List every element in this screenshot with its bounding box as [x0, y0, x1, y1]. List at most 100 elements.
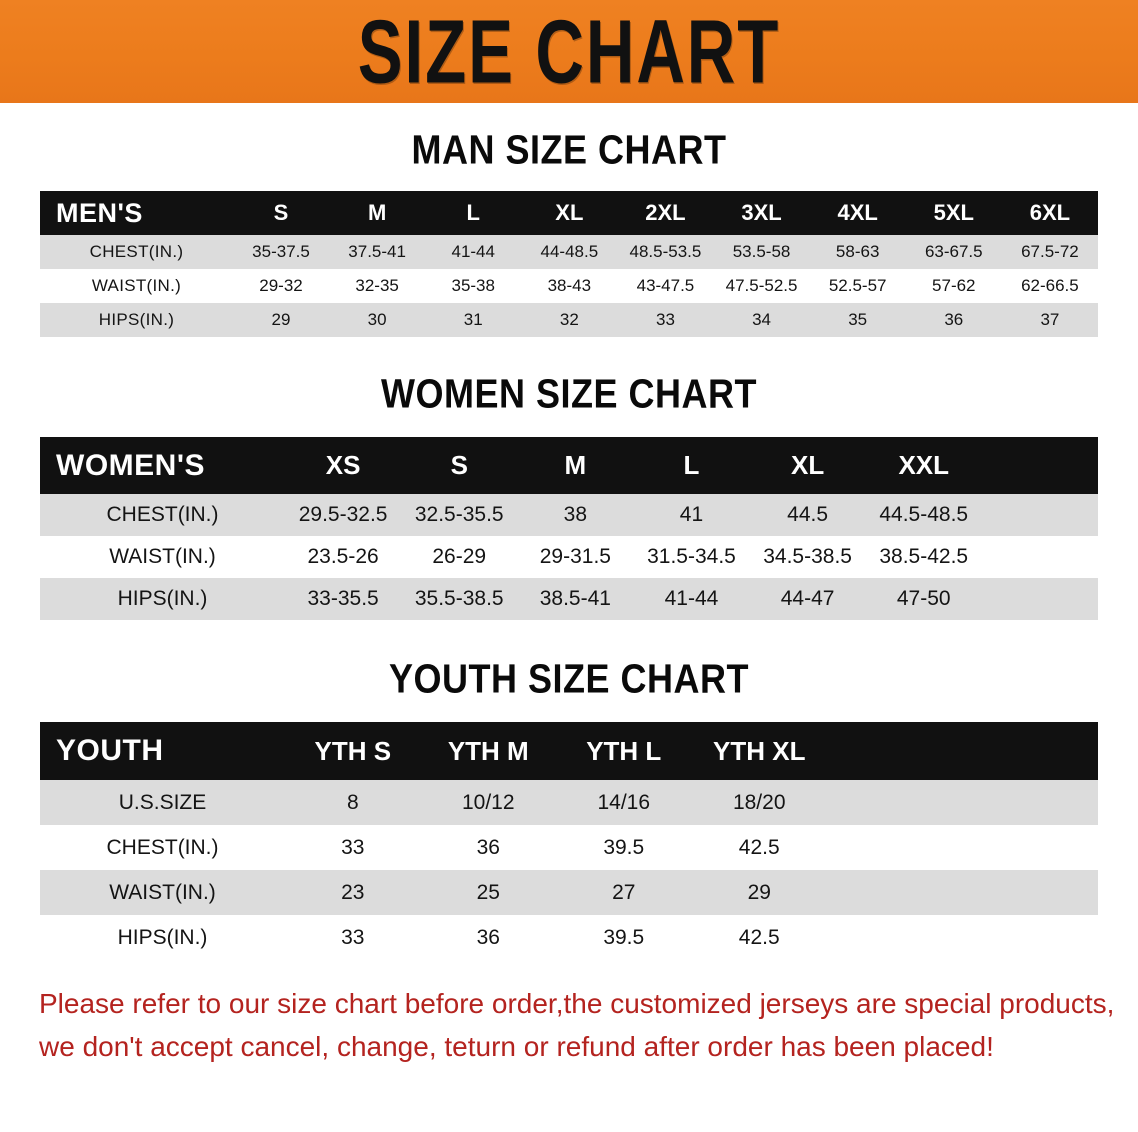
man-cell: 57-62 — [932, 276, 976, 295]
women-size-header: XS — [325, 450, 361, 480]
man-cell: 35 — [848, 310, 868, 329]
youth-size-header: YTH S — [314, 735, 392, 766]
youth-cell: 36 — [476, 835, 500, 859]
women-section-title: WOMEN SIZE CHART — [381, 370, 757, 417]
man-cell: 41-44 — [451, 242, 495, 261]
man-cell: 62-66.5 — [1021, 276, 1079, 295]
man-table-head: MEN'S S M L XL 2XL 3XL 4XL 5XL 6XL — [40, 191, 1098, 235]
man-cell: 53.5-58 — [732, 242, 791, 261]
man-row-label: HIPS(IN.) — [98, 310, 175, 329]
women-cell: 29.5-32.5 — [298, 503, 388, 526]
youth-cell: 25 — [476, 880, 500, 904]
man-table-row: CHEST(IN.) 35-37.5 37.5-41 41-44 44-48.5 48.5… — [40, 235, 1098, 269]
youth-cell: 8 — [346, 790, 359, 814]
women-size-table: WOMEN'S XS S M L XL XXL CHEST(IN.) 29.5-32.5 32.… — [40, 437, 1098, 620]
man-cell: 48.5-53.5 — [629, 242, 702, 261]
women-header-spacer — [982, 437, 1098, 494]
women-cell: 38.5-42.5 — [879, 545, 969, 568]
man-cell: 34 — [752, 310, 772, 329]
youth-table-body: U.S.SIZE 8 10/12 14/16 18/20 CHEST(IN.) 33 36 3… — [40, 780, 1098, 960]
youth-cell: 39.5 — [603, 835, 645, 859]
women-cell: 44.5 — [787, 503, 829, 526]
man-size-header: XL — [555, 200, 584, 225]
man-size-header: S — [273, 200, 289, 225]
women-row-label: WAIST(IN.) — [109, 545, 216, 568]
youth-cell-spacer — [827, 915, 962, 960]
order-policy-note: Please refer to our size chart before or… — [39, 982, 1114, 1069]
man-size-header: M — [367, 200, 387, 225]
women-cell: 23.5-26 — [307, 545, 379, 568]
women-size-header: S — [450, 450, 468, 480]
women-table-row: CHEST(IN.) 29.5-32.5 32.5-35.5 38 41 44.5 44.5… — [40, 494, 1098, 536]
man-size-header: 4XL — [837, 200, 878, 225]
man-cell: 43-47.5 — [636, 276, 695, 295]
youth-size-table: YOUTH YTH S YTH M YTH L YTH XL U.S.SIZE 8 10/1… — [40, 722, 1098, 960]
women-header-row: WOMEN'S XS S M L XL XXL — [40, 437, 1098, 494]
youth-table-row: HIPS(IN.) 33 36 39.5 42.5 — [40, 915, 1098, 960]
women-cell: 47-50 — [896, 587, 951, 610]
man-size-header: 3XL — [741, 200, 782, 225]
youth-size-header: YTH XL — [713, 735, 806, 766]
man-table-row: HIPS(IN.) 29 30 31 32 33 34 35 36 37 — [40, 303, 1098, 337]
page-banner: SIZE CHART — [0, 0, 1138, 103]
man-size-header: 5XL — [933, 200, 974, 225]
women-header-label: WOMEN'S — [56, 448, 205, 482]
youth-cell-spacer — [827, 780, 962, 825]
youth-cell: 18/20 — [732, 790, 786, 814]
women-cell: 33-35.5 — [307, 587, 379, 610]
women-size-header: XL — [790, 450, 825, 480]
youth-table-row: WAIST(IN.) 23 25 27 29 — [40, 870, 1098, 915]
man-cell: 44-48.5 — [540, 242, 599, 261]
women-row-label: HIPS(IN.) — [117, 587, 208, 610]
youth-row-label: CHEST(IN.) — [106, 835, 219, 859]
man-cell: 58-63 — [835, 242, 880, 261]
youth-table-head: YOUTH YTH S YTH M YTH L YTH XL — [40, 722, 1098, 780]
youth-header-spacer — [962, 722, 1098, 780]
youth-cell: 33 — [341, 925, 365, 949]
man-cell: 38-43 — [547, 276, 592, 295]
women-size-header: M — [564, 450, 587, 480]
man-cell: 33 — [655, 310, 675, 329]
man-table-body: CHEST(IN.) 35-37.5 37.5-41 41-44 44-48.5 48.5… — [40, 235, 1098, 337]
man-cell: 36 — [944, 310, 964, 329]
youth-cell: 23 — [341, 880, 365, 904]
youth-table-row: CHEST(IN.) 33 36 39.5 42.5 — [40, 825, 1098, 870]
youth-row-label: WAIST(IN.) — [109, 880, 216, 904]
youth-cell-spacer — [827, 825, 962, 870]
youth-cell: 42.5 — [738, 925, 780, 949]
women-cell: 26-29 — [432, 545, 487, 568]
youth-cell-spacer — [962, 870, 1098, 915]
man-size-table: MEN'S S M L XL 2XL 3XL 4XL 5XL 6XL CHEST(IN.) 35-3… — [40, 191, 1098, 337]
youth-cell: 42.5 — [738, 835, 780, 859]
man-cell: 29 — [271, 310, 291, 329]
man-size-header: 6XL — [1029, 200, 1071, 225]
man-section-title: MAN SIZE CHART — [411, 126, 727, 173]
women-size-header: L — [683, 450, 700, 480]
man-header-row: MEN'S S M L XL 2XL 3XL 4XL 5XL 6XL — [40, 191, 1098, 235]
women-cell: 44-47 — [780, 587, 835, 610]
women-size-header: XXL — [898, 450, 950, 480]
man-cell: 37.5-41 — [348, 242, 406, 261]
man-cell: 31 — [463, 310, 483, 329]
youth-cell: 10/12 — [461, 790, 515, 814]
man-table-row: WAIST(IN.) 29-32 32-35 35-38 38-43 43-47.5 47.… — [40, 269, 1098, 303]
man-cell: 32 — [559, 310, 579, 329]
youth-cell-spacer — [827, 870, 962, 915]
youth-cell: 33 — [341, 835, 365, 859]
youth-cell: 14/16 — [597, 790, 651, 814]
women-cell-spacer — [982, 536, 1098, 578]
women-table-row: WAIST(IN.) 23.5-26 26-29 29-31.5 31.5-34.5 34… — [40, 536, 1098, 578]
man-cell: 35-38 — [451, 276, 495, 295]
youth-row-label: HIPS(IN.) — [117, 925, 208, 949]
women-cell-spacer — [982, 494, 1098, 536]
man-cell: 32-35 — [355, 276, 399, 295]
women-cell: 41 — [679, 503, 704, 526]
youth-cell: 29 — [747, 880, 771, 904]
youth-size-header: YTH L — [586, 735, 662, 766]
man-cell: 29-32 — [259, 276, 303, 295]
man-cell: 52.5-57 — [828, 276, 887, 295]
youth-cell: 36 — [476, 925, 500, 949]
youth-table-row: U.S.SIZE 8 10/12 14/16 18/20 — [40, 780, 1098, 825]
youth-cell-spacer — [962, 915, 1098, 960]
women-cell: 38 — [563, 503, 588, 526]
